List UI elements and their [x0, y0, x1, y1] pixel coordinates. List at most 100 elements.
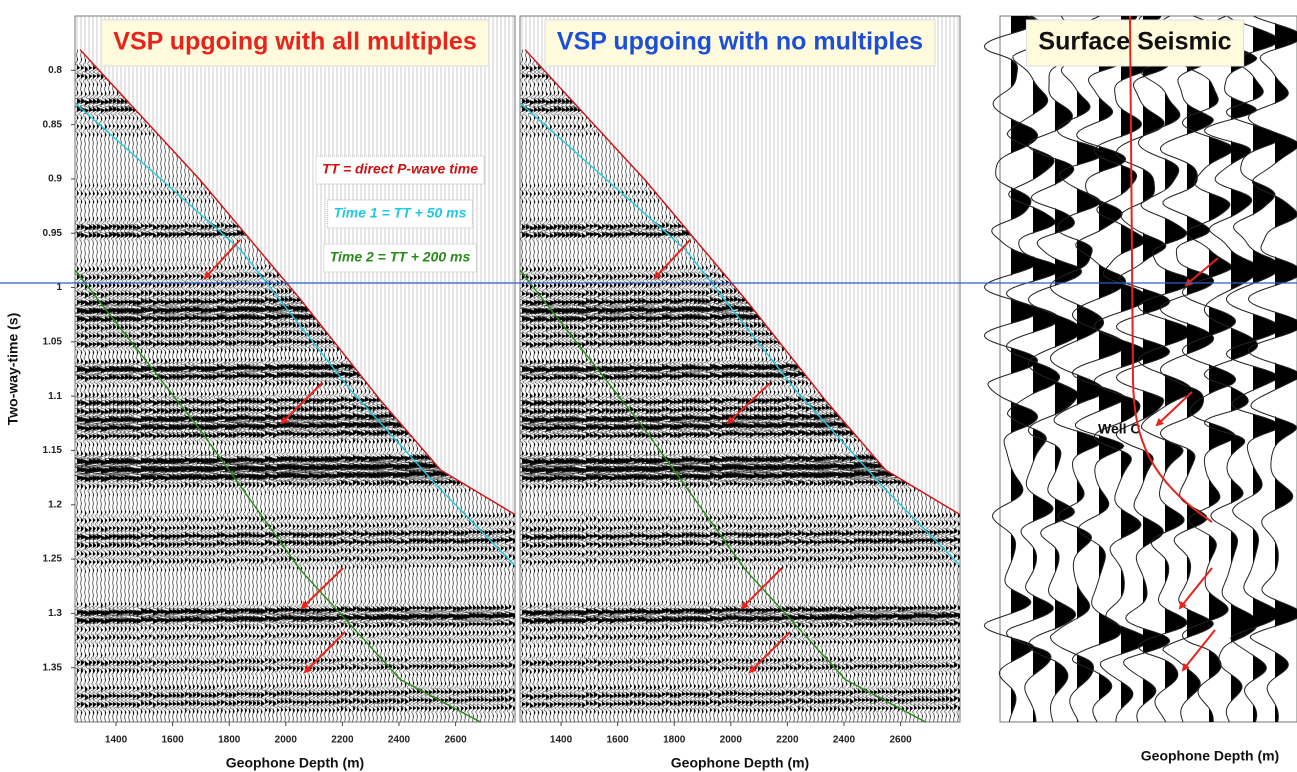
- title-box: [1025, 19, 1245, 67]
- arrow: [1155, 391, 1193, 427]
- wiggle-trace: [1181, 15, 1237, 723]
- legend-box: [327, 199, 474, 229]
- wiggle-trace: [983, 15, 1039, 723]
- wiggle-fill: [1033, 16, 1060, 722]
- panel-title: VSP upgoing with no multiples: [557, 28, 923, 56]
- panel-title: Surface Seismic: [1038, 28, 1231, 56]
- wiggle-fill: [1121, 16, 1148, 722]
- wiggle-trace: [1247, 15, 1297, 723]
- x-tick-label: 1800: [218, 735, 241, 746]
- time-curve: [74, 102, 516, 567]
- title-box: [100, 19, 490, 67]
- wiggle-fill: [297, 49, 309, 722]
- wiggle-fill: [1099, 16, 1126, 722]
- well-label: Well C: [1098, 421, 1141, 437]
- wiggle-trace: [1115, 15, 1171, 723]
- legend-entry: Time 1 = TT + 50 ms: [334, 205, 467, 221]
- well-path: [1129, 15, 1213, 523]
- arrow: [280, 382, 323, 425]
- arrow: [203, 239, 241, 280]
- arrow: [748, 631, 791, 674]
- wiggle-group: [983, 15, 1297, 723]
- y-tick-label: 1.35: [43, 662, 63, 673]
- wiggle-fill: [1209, 16, 1236, 722]
- wiggle-fill: [105, 49, 118, 722]
- wiggle-fill: [137, 49, 150, 722]
- wiggle-fill: [101, 49, 112, 722]
- y-tick-label: 0.8: [48, 65, 62, 76]
- wiggle-fill: [197, 49, 208, 722]
- legend-box: [315, 155, 485, 185]
- arrow: [300, 567, 344, 610]
- wiggle-fill: [594, 49, 605, 722]
- wiggle-fill: [193, 49, 205, 722]
- y-tick-label: 1.2: [48, 499, 62, 510]
- wiggle-fill: [578, 49, 591, 722]
- y-tick-label: 1.05: [43, 336, 63, 347]
- wiggle-fill: [253, 49, 265, 722]
- wiggle-trace: [520, 49, 541, 722]
- legend-entry: Time 2 = TT + 200 ms: [330, 249, 471, 265]
- wiggle-trace: [1027, 15, 1083, 723]
- wiggle-fill: [694, 49, 707, 722]
- wiggle-fill: [89, 49, 102, 722]
- x-tick-label: 2600: [889, 735, 912, 746]
- y-tick-label: 1.15: [43, 445, 63, 456]
- wiggle-fill: [165, 49, 178, 722]
- arrow: [726, 382, 771, 425]
- y-tick-label: 1.1: [48, 391, 62, 402]
- legend-entry: TT = direct P-wave time: [322, 161, 478, 177]
- x-tick-label: 1400: [550, 735, 573, 746]
- wiggle-fill: [538, 49, 551, 722]
- wiggle-fill: [562, 49, 575, 722]
- arrow: [1178, 567, 1213, 610]
- wiggle-fill: [1077, 16, 1104, 722]
- wiggle-fill: [141, 49, 152, 722]
- wiggle-fill: [702, 49, 714, 722]
- wiggle-fill: [770, 49, 781, 722]
- wiggle-fill: [598, 49, 611, 722]
- title-box: [544, 19, 936, 67]
- x-tick-label: 2600: [444, 735, 467, 746]
- x-axis-label: Geophone Depth (m): [1141, 748, 1279, 764]
- time-curve: [74, 269, 481, 723]
- wiggle-group: [75, 49, 515, 722]
- wiggle-fill: [233, 49, 245, 722]
- wiggle-trace: [1093, 15, 1149, 723]
- wiggle-fill: [638, 49, 650, 722]
- wiggle-trace: [1137, 15, 1193, 723]
- wiggle-fill: [682, 49, 694, 722]
- wiggle-fill: [1231, 16, 1258, 722]
- wiggle-fill: [237, 49, 249, 722]
- x-tick-label: 2200: [776, 735, 799, 746]
- wiggle-fill: [534, 49, 547, 722]
- arrow: [1184, 257, 1219, 287]
- wiggle-fill: [754, 49, 765, 722]
- wiggle-fill: [329, 49, 341, 722]
- wiggle-fill: [742, 49, 754, 722]
- arrow: [303, 631, 346, 674]
- wiggle-fill: [133, 49, 146, 722]
- wiggle-fill: [1143, 16, 1170, 722]
- x-tick-label: 1600: [606, 735, 629, 746]
- x-tick-label: 2200: [331, 735, 354, 746]
- wiggle-fill: [794, 49, 805, 722]
- x-tick-label: 1600: [161, 735, 184, 746]
- wiggle-fill: [546, 49, 557, 722]
- arrow: [653, 239, 691, 280]
- wiggle-fill: [249, 49, 262, 722]
- time-curve: [79, 49, 516, 516]
- wiggle-trace: [75, 49, 96, 722]
- arrow: [740, 567, 783, 610]
- wiggle-fill: [678, 49, 690, 722]
- panel-title: VSP upgoing with all multiples: [113, 28, 476, 56]
- wiggle-fill: [153, 49, 166, 722]
- wiggle-trace: [1005, 15, 1061, 723]
- x-axis-label: Geophone Depth (m): [226, 755, 364, 771]
- wiggle-fill: [325, 49, 336, 722]
- wiggle-fill: [349, 49, 360, 722]
- wiggle-fill: [550, 49, 563, 722]
- time-curve: [519, 102, 961, 567]
- wiggle-fill: [610, 49, 623, 722]
- wiggle-trace: [1071, 15, 1127, 723]
